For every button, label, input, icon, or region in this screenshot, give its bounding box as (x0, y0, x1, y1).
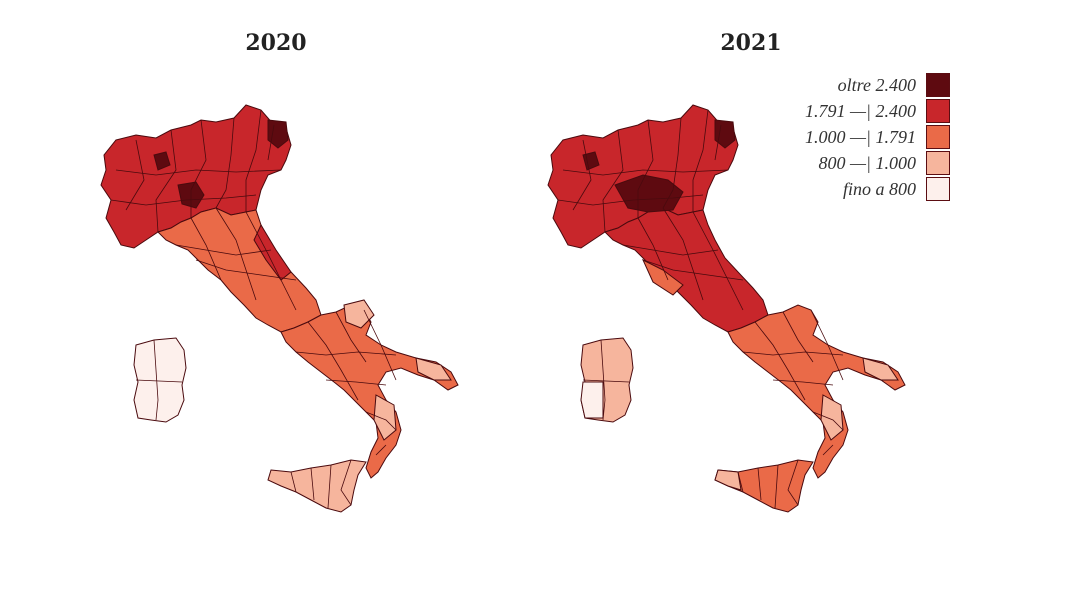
legend-label: oltre 2.400 (837, 74, 916, 95)
region-south-2020 (280, 304, 459, 479)
province-light-2021-puglia (862, 357, 899, 381)
legend-label: 1.000 —| 1.791 (805, 126, 916, 147)
legend-item: oltre 2.400 (760, 72, 950, 98)
legend-label: fino a 800 (842, 178, 916, 199)
map-title-2021: 2021 (720, 30, 782, 56)
legend-item: fino a 800 (760, 176, 950, 202)
legend-swatch (926, 177, 950, 201)
province-dark-2020-ne (267, 119, 289, 149)
legend-item: 1.000 —| 1.791 (760, 124, 950, 150)
italy-map-2021 (547, 104, 906, 513)
province-dark-2021-bergamo (582, 151, 600, 171)
province-white-2021-sardinia (580, 381, 604, 419)
legend-item: 800 —| 1.000 (760, 150, 950, 176)
legend-item: 1.791 —| 2.400 (760, 98, 950, 124)
region-center-2021 (604, 207, 769, 333)
map-legend: oltre 2.400 1.791 —| 2.400 1.000 —| 1.79… (760, 72, 950, 202)
province-light-2020-puglia (415, 357, 452, 381)
province-dark-2021-ne (714, 119, 736, 149)
province-light-2021-calabria (820, 394, 844, 441)
map-title-2020: 2020 (245, 30, 307, 56)
legend-label: 1.791 —| 2.400 (805, 100, 916, 121)
region-center-2020 (157, 207, 322, 333)
region-sicily-2020 (267, 459, 367, 513)
legend-swatch (926, 125, 950, 149)
province-dark-2020-bergamo (153, 151, 171, 171)
legend-swatch (926, 99, 950, 123)
italy-map-2020 (100, 104, 459, 513)
legend-swatch (926, 151, 950, 175)
legend-label: 800 —| 1.000 (818, 152, 916, 173)
province-light-2020-sud (343, 299, 375, 329)
province-orange-2021-center (641, 258, 684, 296)
region-south-2021 (727, 304, 906, 479)
legend-swatch (926, 73, 950, 97)
province-light-2021-sicily (714, 469, 742, 491)
province-light-2020-calabria (373, 394, 397, 441)
